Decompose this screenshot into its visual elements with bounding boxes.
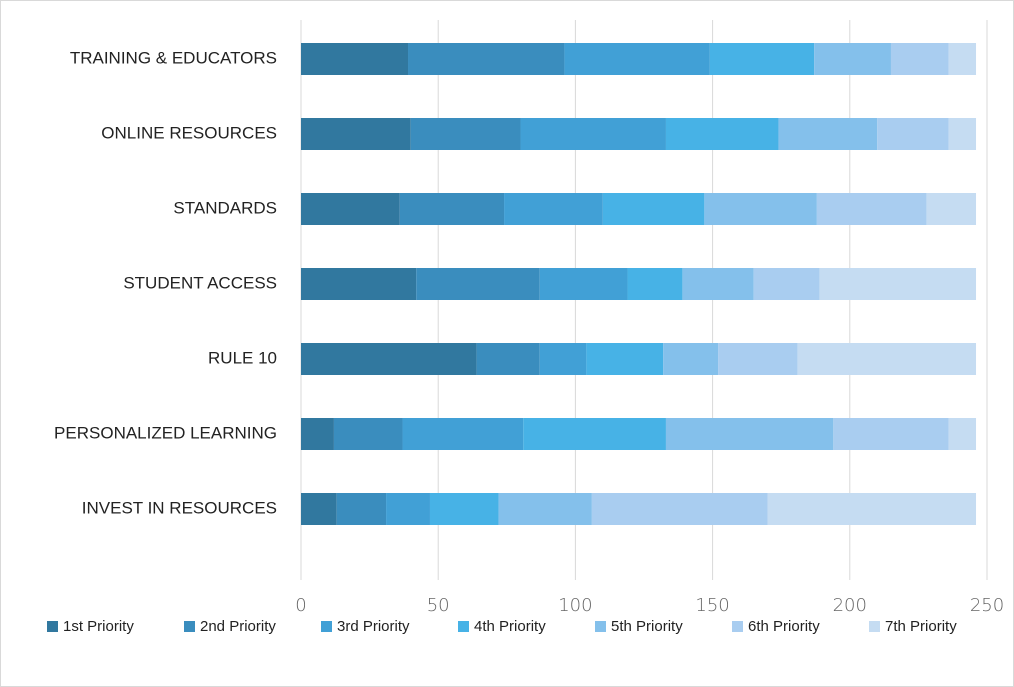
bar-segment	[767, 493, 977, 525]
bar-segment	[591, 493, 768, 525]
x-tick-label: 150	[695, 595, 729, 616]
legend-swatch	[184, 621, 195, 632]
bar-segment	[564, 43, 710, 75]
bar-segment	[833, 418, 949, 450]
legend-swatch	[869, 621, 880, 632]
bar-segment	[816, 193, 927, 225]
bar-segment	[539, 343, 587, 375]
x-tick-label: 0	[295, 595, 306, 616]
bar-segment	[627, 268, 683, 300]
bar-segment	[539, 268, 628, 300]
legend-label: 5th Priority	[611, 618, 683, 635]
bar-segment	[948, 118, 977, 150]
bar-segment	[523, 418, 666, 450]
legend-label: 3rd Priority	[337, 618, 410, 635]
bar-segment	[663, 343, 719, 375]
bar-segment	[301, 118, 411, 150]
bar-segment	[504, 193, 603, 225]
bar-segment	[948, 43, 977, 75]
bar-segment	[402, 418, 524, 450]
x-tick-label: 250	[970, 595, 1004, 616]
legend-label: 7th Priority	[885, 618, 957, 635]
bar-segment	[301, 43, 409, 75]
legend-label: 4th Priority	[474, 618, 546, 635]
y-tick-label: STUDENT ACCESS	[123, 273, 277, 292]
legend-label: 1st Priority	[63, 618, 134, 635]
bar-segment	[814, 43, 891, 75]
bar-segment	[877, 118, 949, 150]
bar-segment	[336, 493, 387, 525]
legend-swatch	[458, 621, 469, 632]
legend-swatch	[595, 621, 606, 632]
bar-segment	[682, 268, 754, 300]
bar-segment	[301, 343, 477, 375]
bar-segment	[778, 118, 878, 150]
y-tick-label: ONLINE RESOURCES	[101, 123, 277, 142]
x-tick-label: 50	[427, 595, 450, 616]
bar-segment	[602, 193, 705, 225]
bar-segment	[586, 343, 664, 375]
bar-segment	[410, 118, 521, 150]
legend-swatch	[47, 621, 58, 632]
bar-segment	[301, 418, 334, 450]
y-tick-label: RULE 10	[208, 348, 277, 367]
bar-segment	[665, 118, 779, 150]
bar-segment	[416, 268, 540, 300]
bar-segment	[301, 268, 417, 300]
bar-segment	[948, 418, 977, 450]
bar-segment	[890, 43, 949, 75]
bar-segment	[926, 193, 977, 225]
y-tick-label: STANDARDS	[173, 198, 277, 217]
legend-swatch	[321, 621, 332, 632]
bar-segment	[709, 43, 815, 75]
legend-label: 2nd Priority	[200, 618, 276, 635]
bar-segment	[665, 418, 834, 450]
bar-segment	[408, 43, 565, 75]
bar-segment	[476, 343, 540, 375]
bar-segment	[520, 118, 666, 150]
bar-segment	[718, 343, 798, 375]
x-tick-label: 100	[558, 595, 592, 616]
bar-segment	[301, 193, 400, 225]
bar-segment	[797, 343, 977, 375]
bar-segment	[429, 493, 499, 525]
bar-segment	[301, 493, 337, 525]
y-tick-label: TRAINING & EDUCATORS	[70, 48, 277, 67]
legend-label: 6th Priority	[748, 618, 820, 635]
x-tick-label: 200	[833, 595, 867, 616]
bar-segment	[498, 493, 592, 525]
y-tick-label: INVEST IN RESOURCES	[82, 498, 277, 517]
bar-segment	[704, 193, 817, 225]
legend-swatch	[732, 621, 743, 632]
bar-segment	[399, 193, 505, 225]
bar-segment	[819, 268, 977, 300]
bar-segment	[753, 268, 820, 300]
bar-segment	[386, 493, 430, 525]
y-tick-label: PERSONALIZED LEARNING	[54, 423, 277, 442]
bar-segment	[333, 418, 403, 450]
